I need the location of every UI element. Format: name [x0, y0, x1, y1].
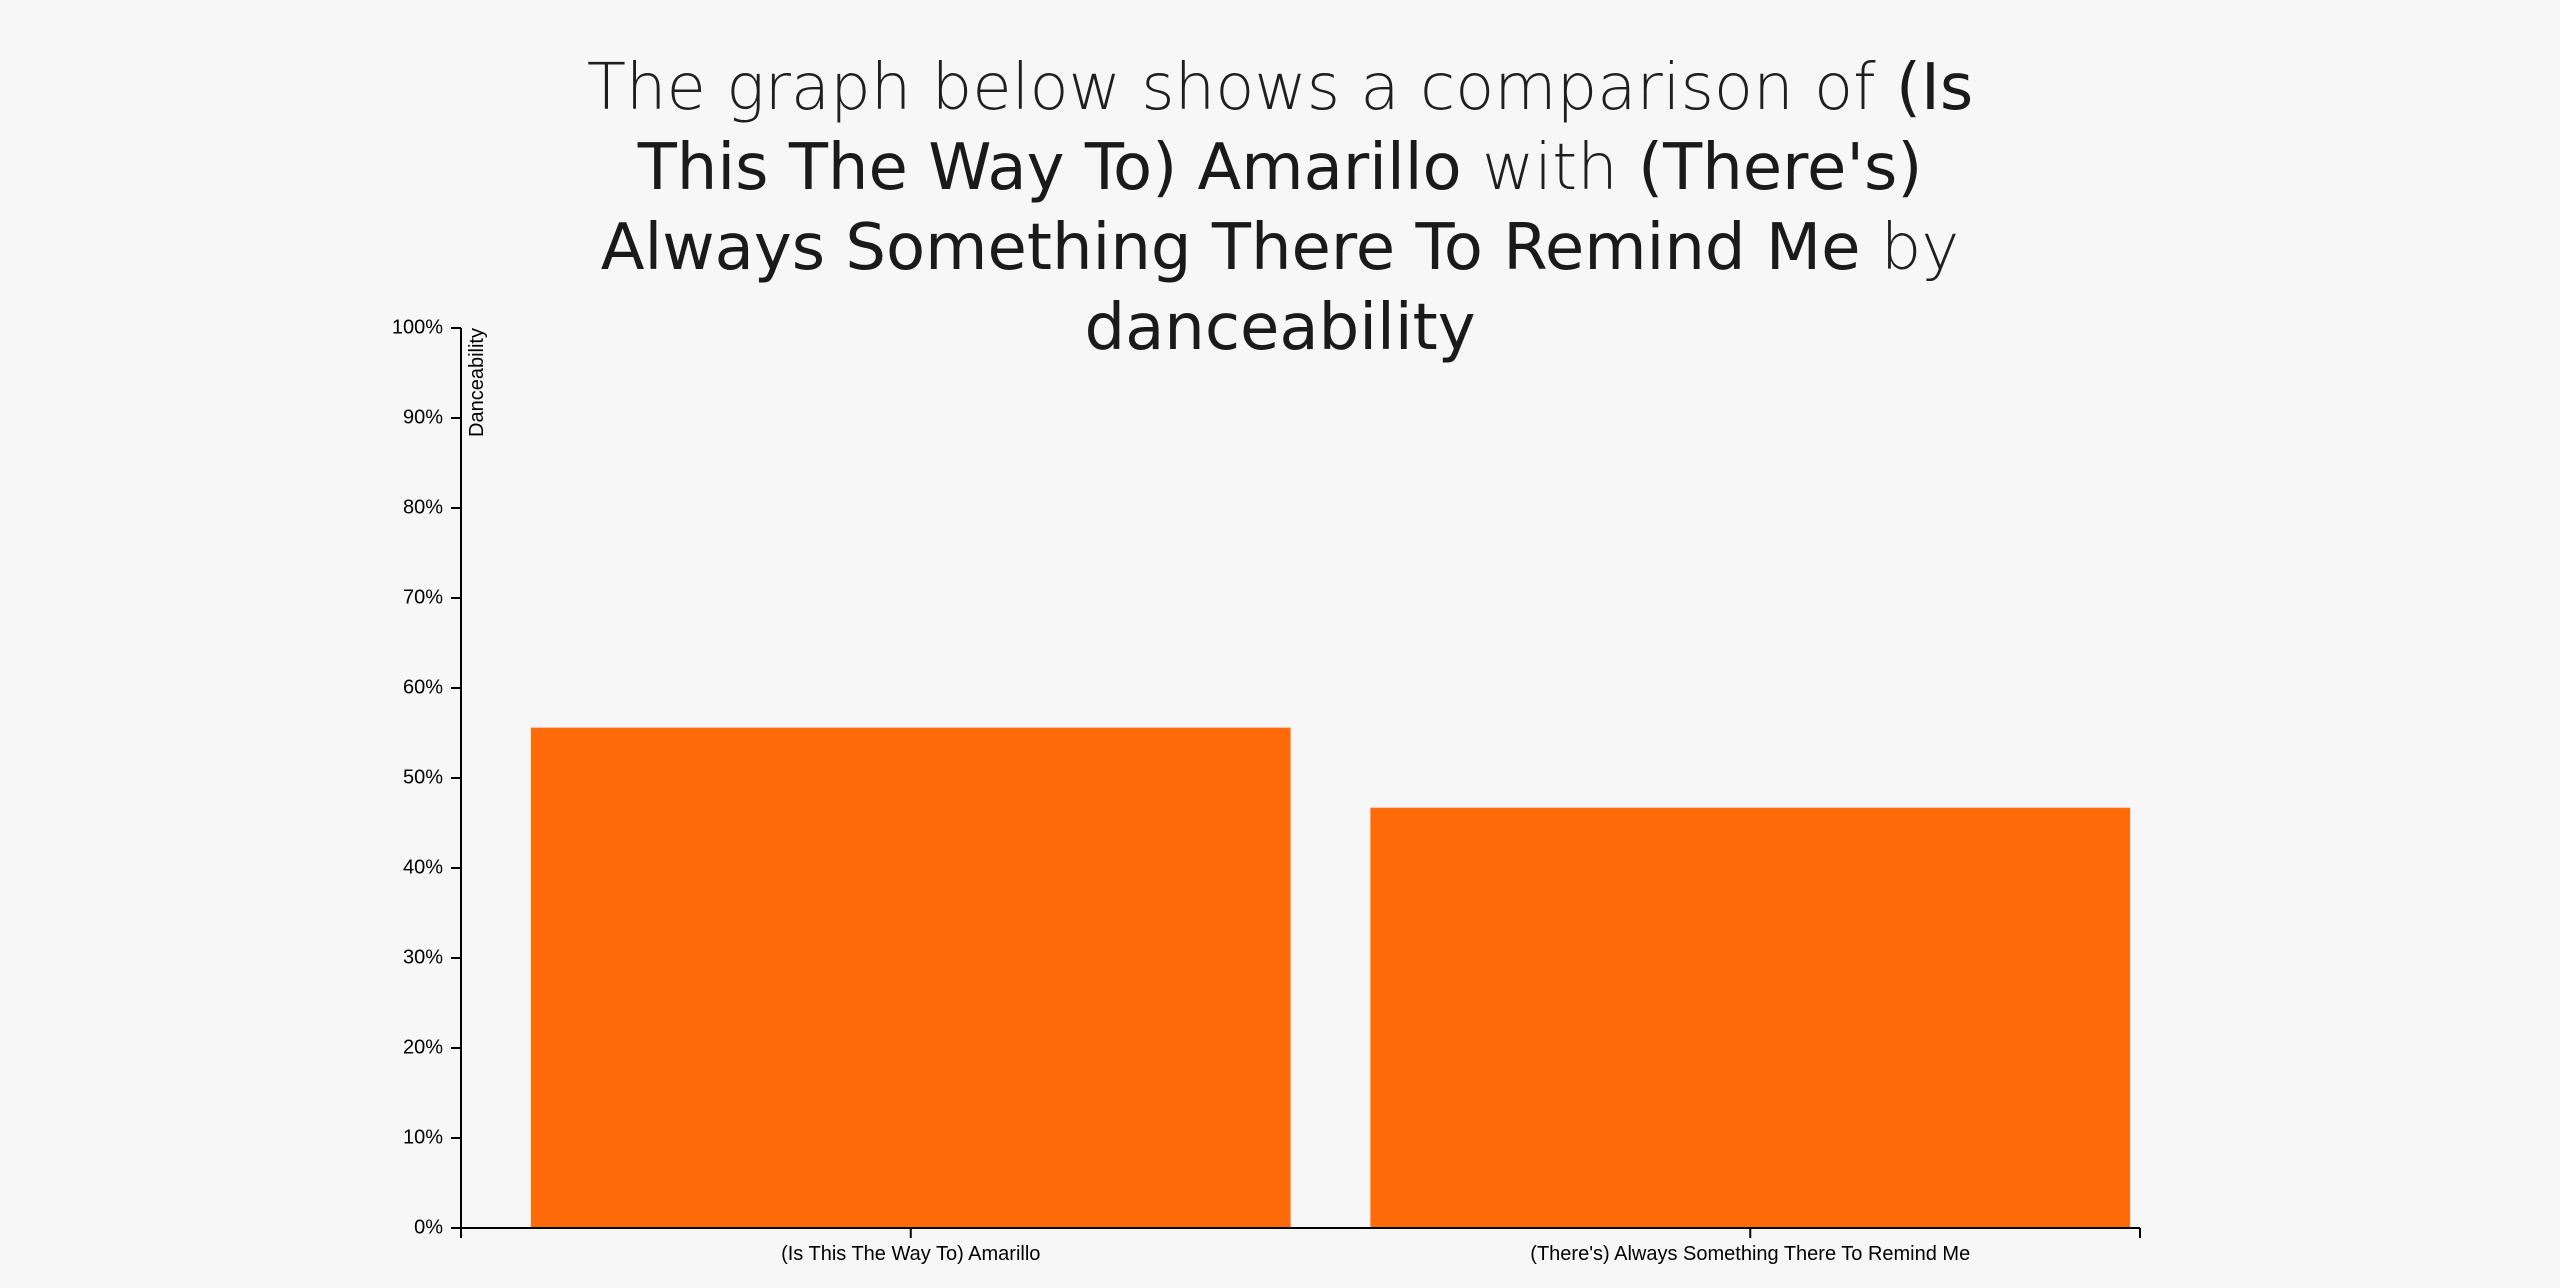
bars-group: [530, 727, 2131, 1228]
y-tick-label: 80%: [403, 496, 443, 518]
x-axis: (Is This The Way To) Amarillo (There's) A…: [460, 1227, 2141, 1265]
y-tick-label: 70%: [403, 586, 443, 608]
y-tick-label: 90%: [403, 406, 443, 428]
y-tick-label: 60%: [403, 676, 443, 698]
y-tick-label: 10%: [403, 1126, 443, 1148]
title-by: by: [1860, 211, 1960, 285]
title-song-a: (Is This The Way To) Amarillo: [637, 51, 1974, 205]
y-tick-label: 0%: [414, 1216, 443, 1238]
y-tick-label: 40%: [403, 856, 443, 878]
title-prefix: The graph below shows a comparison of: [586, 51, 1896, 125]
bar-1: [530, 727, 1291, 1228]
bar-2: [1370, 807, 2131, 1228]
x-tick-label: (There's) Always Something There To Remi…: [1530, 1243, 1970, 1265]
title-connector: with: [1461, 131, 1639, 205]
y-tick-label: 50%: [403, 766, 443, 788]
y-tick-label: 100%: [392, 316, 443, 338]
chart-title: The graph below shows a comparison of (I…: [530, 48, 2030, 368]
y-axis: 0% 10% 20% 30% 40% 50% 60% 70% 80% 90% 100%: [392, 316, 462, 1238]
title-metric: danceability: [1084, 291, 1476, 365]
title-song-b: (There's) Always Something There To Remi…: [600, 131, 1923, 285]
x-tick-label: (Is This The Way To) Amarillo: [781, 1243, 1040, 1265]
y-axis-title: Danceability: [466, 328, 488, 437]
y-tick-label: 20%: [403, 1036, 443, 1058]
y-tick-label: 30%: [403, 946, 443, 968]
